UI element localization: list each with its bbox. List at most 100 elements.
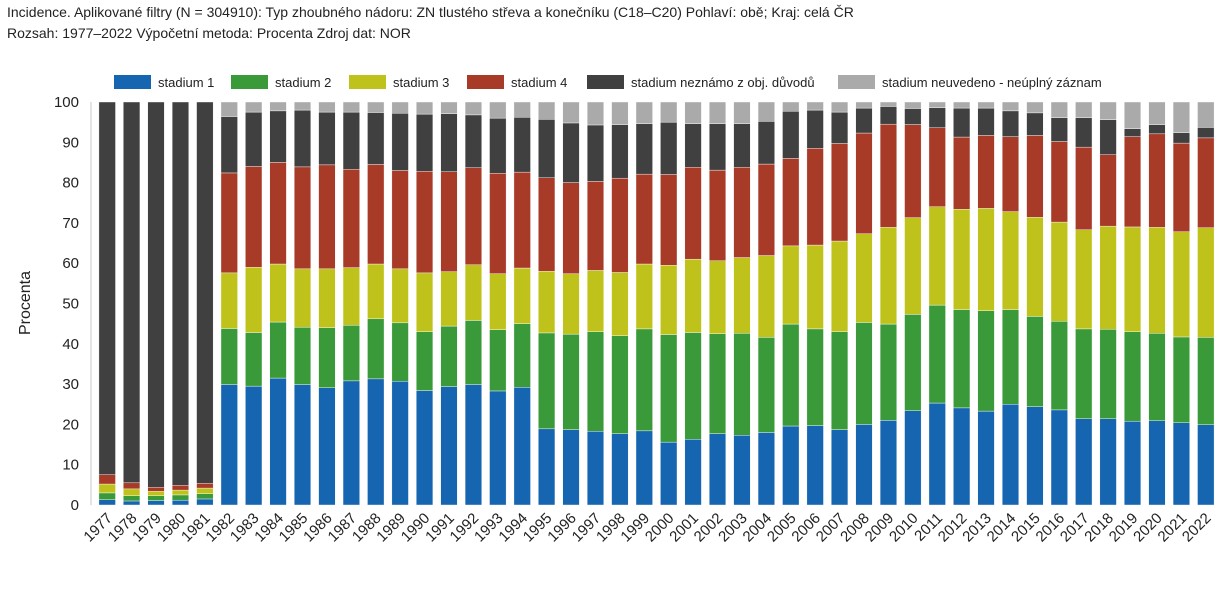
- bar-segment-1990-s6: [416, 101, 434, 115]
- legend-item-1[interactable]: stadium 1: [114, 75, 214, 90]
- bar-segment-1995-s4: [538, 177, 556, 272]
- bar-segment-2000-s3: [660, 265, 678, 335]
- bar-segment-1992-s2: [464, 320, 482, 385]
- bar-segment-1984-s5: [269, 110, 287, 163]
- bar-segment-2017-s3: [1075, 229, 1093, 330]
- bar-segment-2022-s6: [1197, 101, 1215, 128]
- bar-segment-1992-s1: [464, 384, 482, 506]
- bar-segment-2004-s6: [757, 101, 775, 122]
- bar-segment-1977-s2: [98, 492, 116, 500]
- bar-segment-2003-s6: [733, 101, 751, 124]
- bar-segment-1990-s5: [416, 113, 434, 172]
- legend-item-6[interactable]: stadium neuvedeno - neúplný záznam: [838, 75, 1102, 90]
- bar-stack-1990: [416, 101, 434, 506]
- bar-segment-2009-s5: [879, 106, 897, 125]
- bar-segment-1986-s2: [318, 327, 336, 388]
- bar-segment-1984-s3: [269, 263, 287, 323]
- bar-segment-2020-s2: [1148, 333, 1166, 421]
- bar-segment-2001-s5: [684, 123, 702, 168]
- bar-segment-1987-s6: [342, 101, 360, 113]
- bar-segment-2007-s4: [831, 143, 849, 242]
- bar-segment-2010-s2: [904, 314, 922, 411]
- bar-segment-2016-s6: [1050, 101, 1068, 118]
- bar-stack-2018: [1099, 101, 1117, 506]
- bar-stack-1979: [147, 101, 165, 506]
- legend-item-5[interactable]: stadium neznámo z obj. důvodů: [587, 75, 815, 90]
- bar-segment-2009-s4: [879, 123, 897, 228]
- bar-segment-2007-s1: [831, 429, 849, 506]
- bar-segment-1997-s6: [586, 101, 604, 126]
- legend-item-3[interactable]: stadium 3: [349, 75, 449, 90]
- legend-item-4[interactable]: stadium 4: [467, 75, 567, 90]
- bar-segment-1983-s4: [245, 166, 263, 268]
- bar-segment-2021-s2: [1172, 336, 1190, 423]
- bar-segment-2013-s4: [977, 135, 995, 209]
- bar-segment-2009-s6: [879, 101, 897, 107]
- bar-segment-2017-s2: [1075, 328, 1093, 419]
- legend-label: stadium 4: [511, 75, 567, 90]
- bar-segment-2011-s5: [928, 107, 946, 128]
- bar-segment-2012-s1: [953, 407, 971, 506]
- bar-segment-2014-s2: [1001, 309, 1019, 405]
- bar-segment-1978-s5: [123, 101, 141, 484]
- bar-segment-1989-s1: [391, 381, 409, 506]
- y-tick-label: 0: [71, 497, 79, 514]
- bar-segment-1978-s3: [123, 488, 141, 496]
- bar-segment-2004-s4: [757, 163, 775, 256]
- bar-segment-1997-s1: [586, 431, 604, 506]
- y-tick-label: 90: [62, 134, 79, 151]
- bar-segment-1999-s1: [635, 430, 653, 506]
- bar-segment-2020-s1: [1148, 420, 1166, 506]
- bar-segment-2020-s4: [1148, 133, 1166, 228]
- bar-segment-1991-s1: [440, 386, 458, 506]
- bar-segment-2018-s6: [1099, 101, 1117, 120]
- bar-segment-1991-s3: [440, 271, 458, 327]
- bar-segment-1981-s1: [196, 498, 214, 506]
- bar-segment-1997-s5: [586, 124, 604, 182]
- bar-segment-2016-s2: [1050, 321, 1068, 411]
- legend-item-2[interactable]: stadium 2: [231, 75, 331, 90]
- bar-segment-2014-s4: [1001, 136, 1019, 212]
- bar-segment-1990-s3: [416, 272, 434, 332]
- bar-segment-1994-s2: [513, 323, 531, 388]
- bar-stack-2000: [660, 101, 678, 506]
- bar-segment-1999-s3: [635, 263, 653, 330]
- bar-segment-1978-s2: [123, 495, 141, 502]
- bar-segment-1981-s2: [196, 493, 214, 500]
- bar-segment-1981-s3: [196, 487, 214, 494]
- bar-segment-2001-s2: [684, 332, 702, 440]
- bar-stack-1984: [269, 101, 287, 506]
- y-tick-label: 60: [62, 255, 79, 272]
- bar-segment-1979-s3: [147, 491, 165, 496]
- bar-segment-1995-s6: [538, 101, 556, 120]
- bar-stack-1999: [635, 101, 653, 506]
- bar-segment-1997-s4: [586, 181, 604, 271]
- bar-segment-2012-s5: [953, 107, 971, 138]
- bar-segment-2020-s3: [1148, 227, 1166, 334]
- bar-stack-2009: [879, 101, 897, 506]
- bar-segment-2019-s5: [1124, 128, 1142, 137]
- bar-segment-1987-s5: [342, 111, 360, 170]
- bar-stack-1982: [220, 101, 238, 506]
- bar-segment-2020-s5: [1148, 124, 1166, 135]
- bar-segment-2006-s5: [806, 109, 824, 149]
- bar-segment-2003-s1: [733, 435, 751, 506]
- bar-segment-2008-s4: [855, 132, 873, 234]
- bar-stack-2021: [1172, 101, 1190, 506]
- bar-segment-2002-s4: [709, 169, 727, 261]
- bar-segment-1985-s1: [294, 384, 312, 506]
- bar-segment-2022-s1: [1197, 424, 1215, 506]
- bar-segment-1983-s2: [245, 332, 263, 387]
- bar-segment-2015-s5: [1026, 112, 1044, 136]
- bar-segment-2002-s5: [709, 123, 727, 171]
- bar-segment-2000-s6: [660, 101, 678, 123]
- bar-segment-2013-s5: [977, 107, 995, 136]
- bar-segment-2014-s1: [1001, 404, 1019, 506]
- bar-segment-2011-s4: [928, 127, 946, 207]
- bar-segment-2008-s2: [855, 322, 873, 425]
- bar-segment-2019-s3: [1124, 226, 1142, 332]
- bar-segment-2003-s5: [733, 123, 751, 168]
- bar-segment-1989-s3: [391, 268, 409, 324]
- bar-segment-1994-s1: [513, 387, 531, 506]
- bar-segment-2010-s6: [904, 101, 922, 109]
